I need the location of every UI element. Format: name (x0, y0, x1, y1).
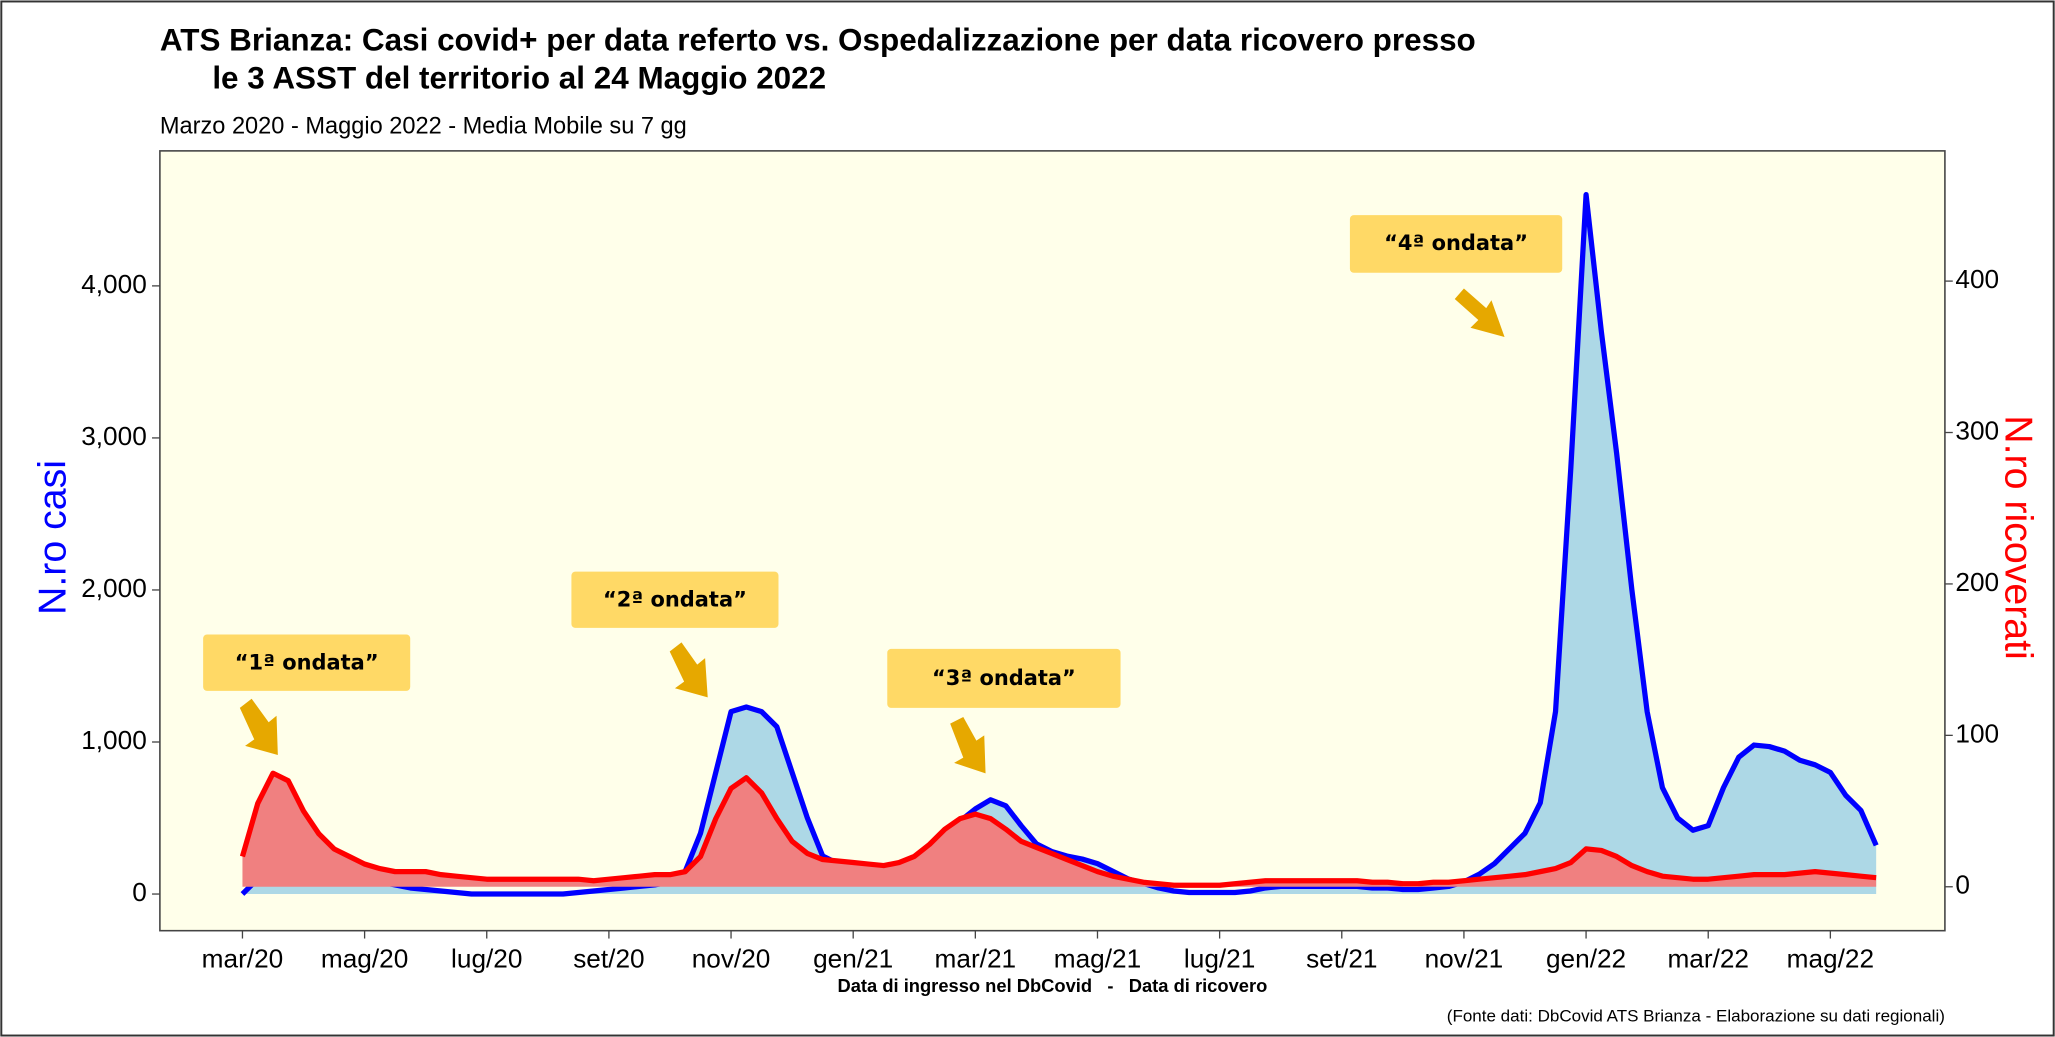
annotation-box (1349, 215, 1563, 273)
annotation-box (887, 648, 1121, 708)
y-tick-label: 4,000 (81, 269, 147, 299)
annotation: “1ª ondata” (235, 650, 379, 674)
y2-axis-label: N.ro ricoverati (1996, 415, 2040, 660)
x-tick-label: gen/21 (813, 944, 893, 974)
x-tick-label: nov/20 (692, 944, 771, 974)
line (239, 770, 1877, 888)
annotations: “1ª ondata” “2ª ondata” “3ª ondata” “4ª … (203, 215, 1563, 774)
annotation: “4ª ondata” (1384, 231, 1528, 255)
arrow (950, 717, 986, 774)
y-axis-label: N.ro casi (30, 460, 74, 615)
y2-tick-label: 0 (1955, 870, 1970, 900)
x-tick-label: nov/21 (1425, 944, 1504, 974)
y-tick-label: 0 (132, 877, 147, 907)
area (242, 194, 1877, 895)
chart-subtitle: Marzo 2020 - Maggio 2022 - Media Mobile … (160, 113, 687, 139)
x-tick-label: mar/22 (1667, 944, 1749, 974)
x-tick-label: mag/22 (1787, 944, 1874, 974)
y-tick-label: 2,000 (81, 573, 147, 603)
source-note: (Fonte dati: DbCovid ATS Brianza - Elabo… (1447, 1007, 1945, 1026)
x-tick-label: mag/20 (321, 944, 408, 974)
x-tick-label: set/20 (573, 944, 644, 974)
arrow (669, 642, 708, 698)
y-tick-label: 3,000 (81, 421, 147, 451)
marks (239, 192, 1879, 897)
annotation: “2ª ondata” (603, 587, 747, 611)
x-tick-label: gen/22 (1546, 944, 1626, 974)
chart-title: le 3 ASST del territorio al 24 Maggio 20… (212, 60, 826, 95)
x-tick-label: lug/20 (451, 944, 522, 974)
annotation-box (571, 571, 779, 628)
y-tick-label: 1,000 (81, 725, 147, 755)
arrow (1454, 288, 1505, 337)
chart-title: ATS Brianza: Casi covid+ per data refert… (160, 22, 1476, 57)
annotation-box (203, 634, 411, 691)
x-tick-label: mag/21 (1054, 944, 1141, 974)
x-tick-label: lug/21 (1184, 944, 1255, 974)
x-axis-label: Data di ingresso nel DbCovid - Data di r… (838, 975, 1268, 996)
y2-tick-label: 200 (1955, 567, 1999, 597)
y2-tick-label: 300 (1955, 415, 1999, 445)
arrow (239, 698, 278, 756)
area (242, 773, 1877, 887)
y2-tick-label: 100 (1955, 718, 1999, 748)
annotation: “3ª ondata” (932, 666, 1076, 690)
x-tick-label: mar/20 (202, 944, 284, 974)
y2-tick-label: 400 (1955, 264, 1999, 294)
x-tick-label: set/21 (1306, 944, 1377, 974)
x-tick-label: mar/21 (935, 944, 1017, 974)
